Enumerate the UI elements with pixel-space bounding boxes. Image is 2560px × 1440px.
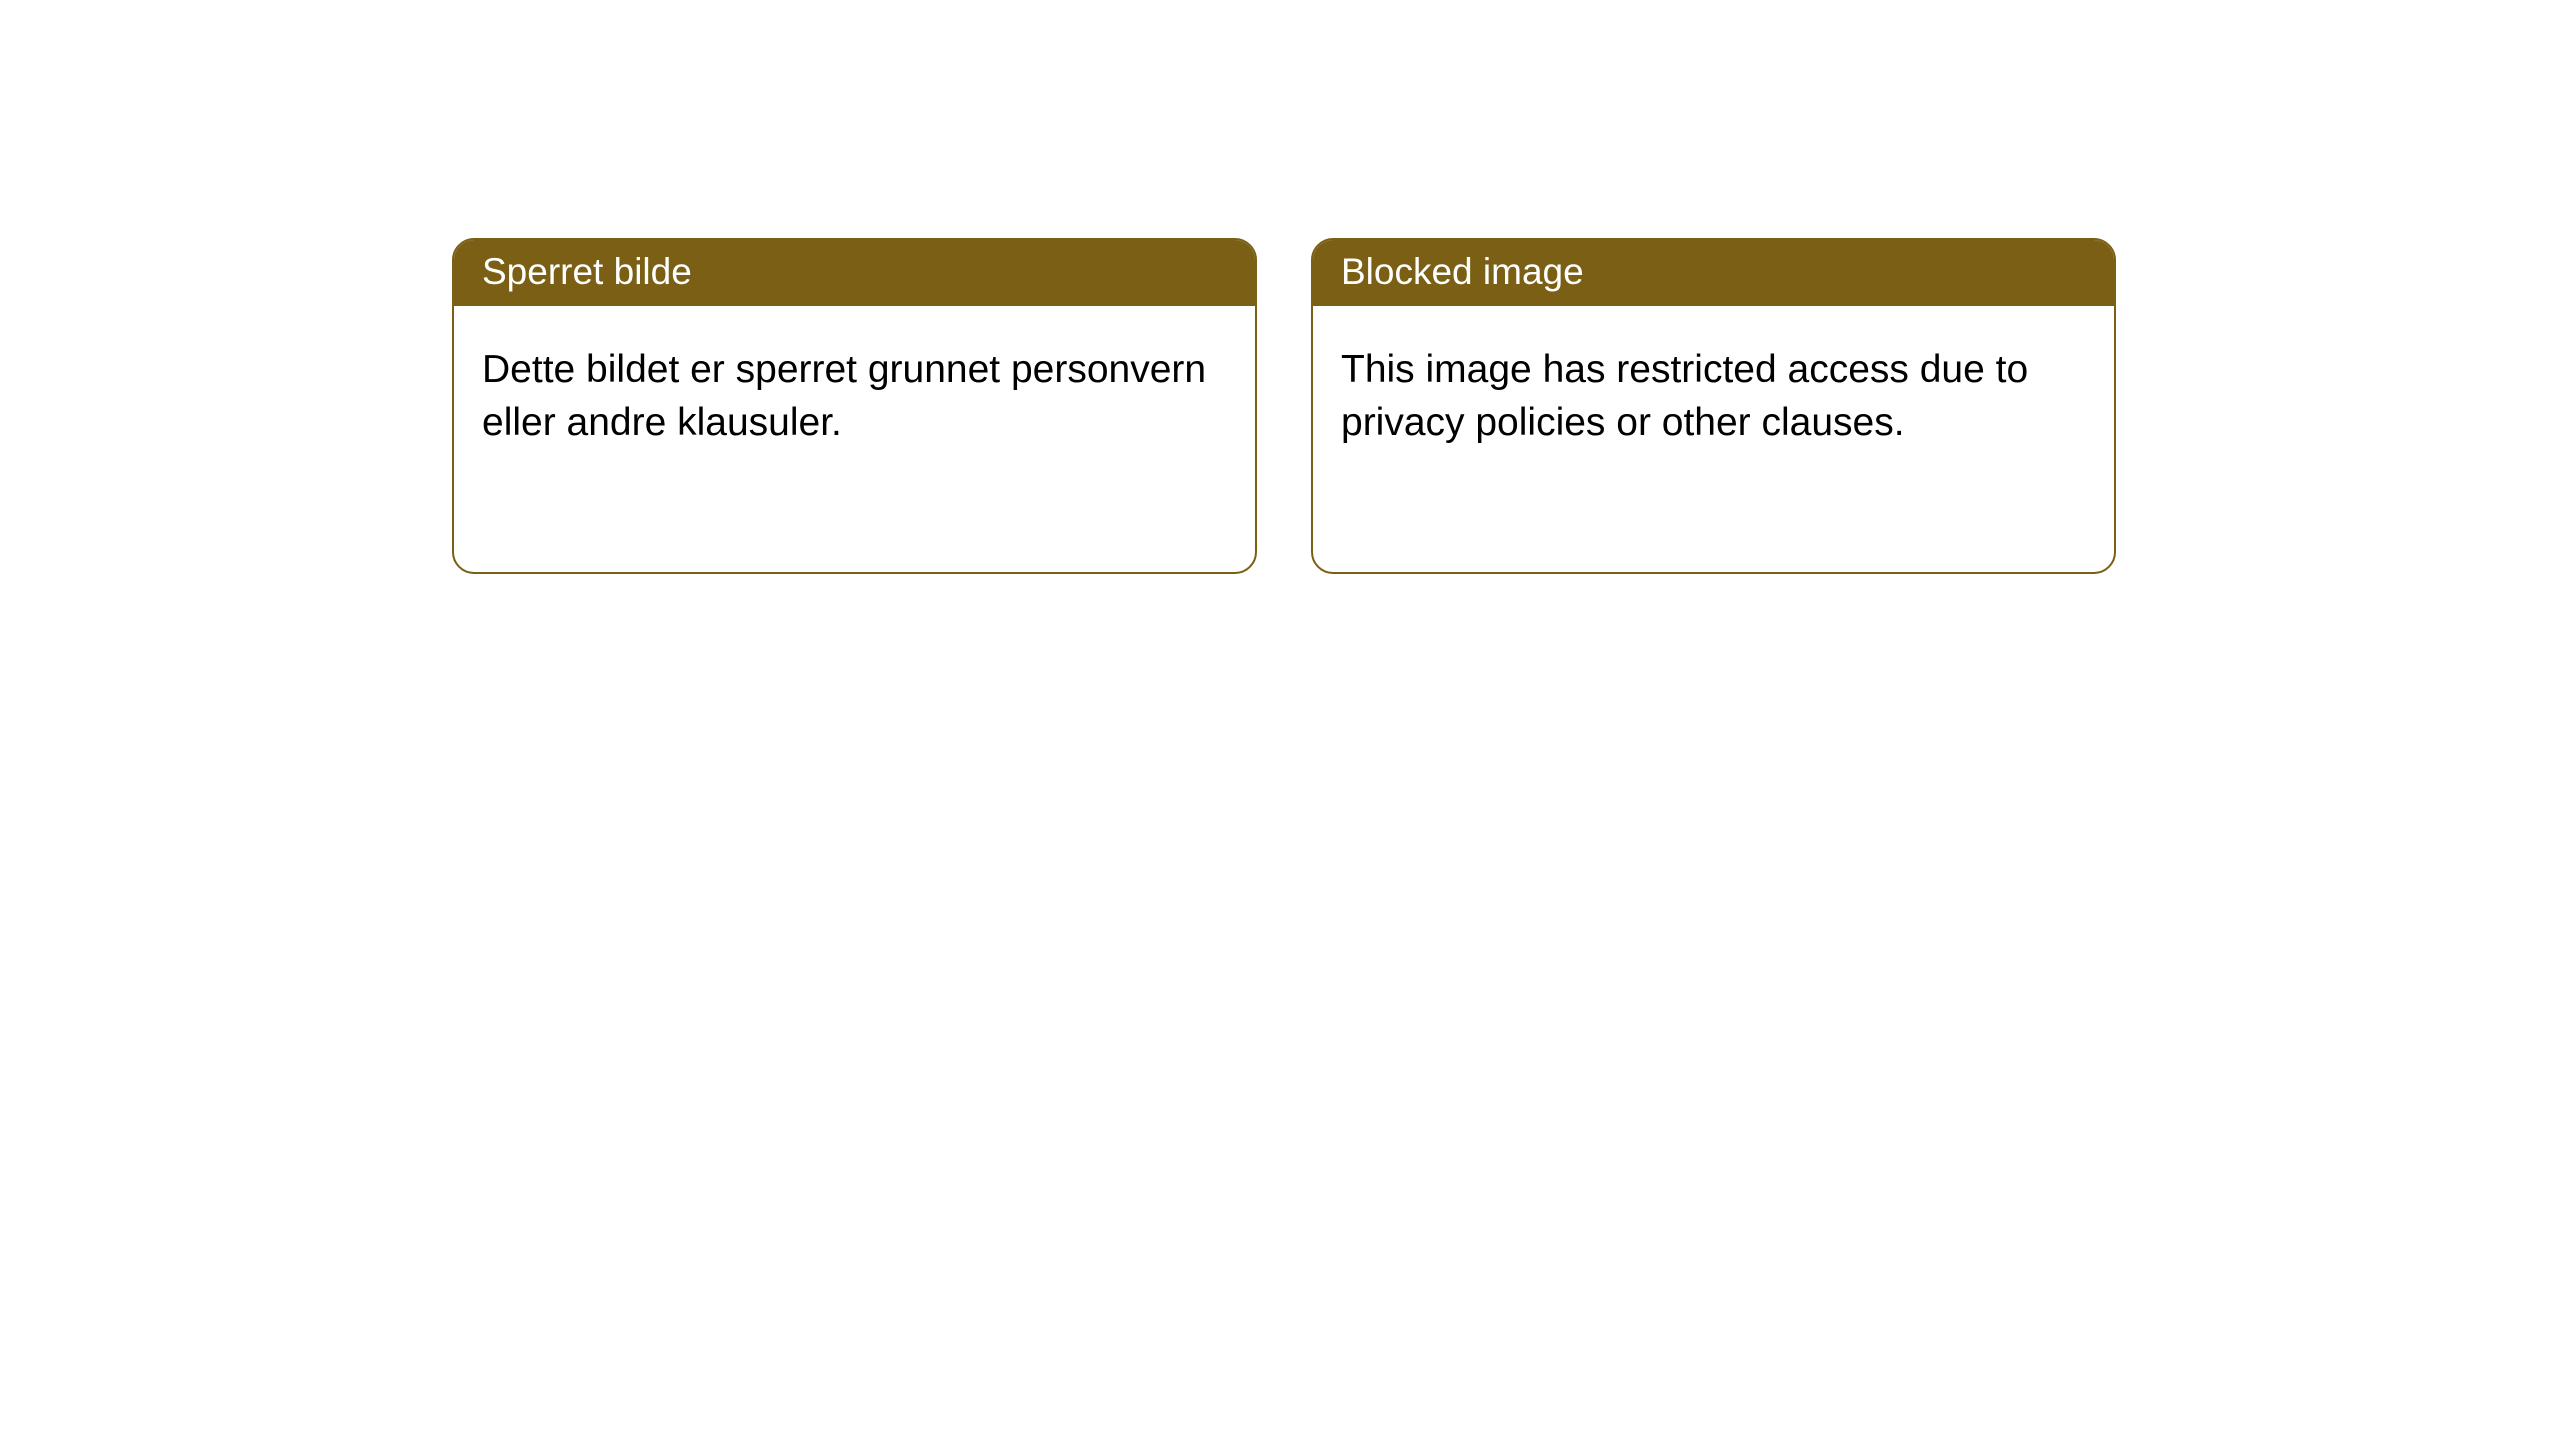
notice-card-header: Blocked image [1313,240,2114,306]
notice-card-norwegian: Sperret bilde Dette bildet er sperret gr… [452,238,1257,574]
notice-card-body: Dette bildet er sperret grunnet personve… [454,306,1255,477]
notice-cards-container: Sperret bilde Dette bildet er sperret gr… [452,238,2116,574]
notice-card-header: Sperret bilde [454,240,1255,306]
notice-card-body: This image has restricted access due to … [1313,306,2114,477]
notice-card-english: Blocked image This image has restricted … [1311,238,2116,574]
